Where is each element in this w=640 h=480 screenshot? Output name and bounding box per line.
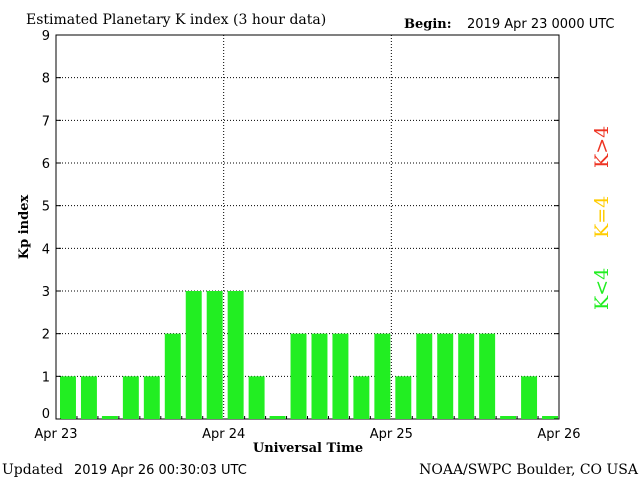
legend-mid: K=4 xyxy=(591,196,613,238)
legend-high: K>4 xyxy=(591,126,613,168)
bar xyxy=(521,376,538,419)
bar xyxy=(395,376,412,419)
bar xyxy=(269,416,286,419)
y-tick-label: 9 xyxy=(42,29,50,44)
bar xyxy=(143,376,160,419)
bar xyxy=(332,333,349,419)
y-tick-label: 3 xyxy=(42,285,50,300)
plot-area xyxy=(55,34,560,420)
y-tick-label: 8 xyxy=(42,72,50,87)
chart-title: Estimated Planetary K index (3 hour data… xyxy=(26,12,326,28)
bar xyxy=(437,333,454,419)
x-tick-label: Apr 23 xyxy=(34,427,77,442)
bar xyxy=(122,376,139,419)
x-axis-label: Universal Time xyxy=(253,441,363,456)
bar xyxy=(248,376,265,419)
x-tick-label: Apr 24 xyxy=(202,427,245,442)
y-tick-label: 1 xyxy=(42,370,50,385)
updated-value: 2019 Apr 26 00:30:03 UTC xyxy=(74,463,247,478)
bar xyxy=(290,333,307,419)
bar xyxy=(164,333,181,419)
y-tick-label: 4 xyxy=(42,242,50,257)
bar xyxy=(311,333,328,419)
legend-low: K<4 xyxy=(591,268,613,310)
x-tick-label: Apr 25 xyxy=(370,427,413,442)
y-tick-label: 2 xyxy=(42,328,50,343)
bar xyxy=(479,333,496,419)
bars xyxy=(60,291,558,419)
bar xyxy=(500,416,517,419)
bar xyxy=(185,291,202,419)
begin-value: 2019 Apr 23 0000 UTC xyxy=(467,17,615,32)
bar xyxy=(353,376,370,419)
y-tick-label: 6 xyxy=(42,157,50,172)
bar xyxy=(101,416,118,419)
x-ticks: Apr 23 Apr 24 Apr 25 Apr 26 xyxy=(34,416,581,442)
bar xyxy=(227,291,244,419)
y-tick-label: 7 xyxy=(42,114,50,129)
bar xyxy=(542,416,558,419)
y-axis-label: Kp index xyxy=(17,195,32,260)
bar xyxy=(206,291,223,419)
bar xyxy=(60,376,76,419)
bar xyxy=(416,333,433,419)
grid-lines xyxy=(56,35,559,419)
updated-label: Updated xyxy=(2,462,63,478)
source-credit: NOAA/SWPC Boulder, CO USA xyxy=(419,462,639,478)
bar xyxy=(458,333,475,419)
bar xyxy=(80,376,97,419)
bar xyxy=(374,333,391,419)
x-tick-label: Apr 26 xyxy=(537,427,580,442)
y-tick-label: 5 xyxy=(42,200,50,215)
begin-label: Begin: xyxy=(404,17,452,32)
y-ticks: 0 1 2 3 4 5 6 7 8 9 xyxy=(42,29,559,422)
y-tick-label: 0 xyxy=(42,407,50,422)
